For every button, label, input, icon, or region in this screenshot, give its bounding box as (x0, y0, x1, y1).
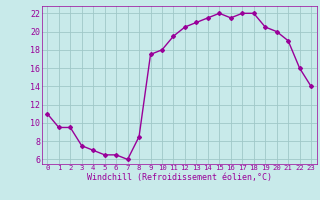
X-axis label: Windchill (Refroidissement éolien,°C): Windchill (Refroidissement éolien,°C) (87, 173, 272, 182)
